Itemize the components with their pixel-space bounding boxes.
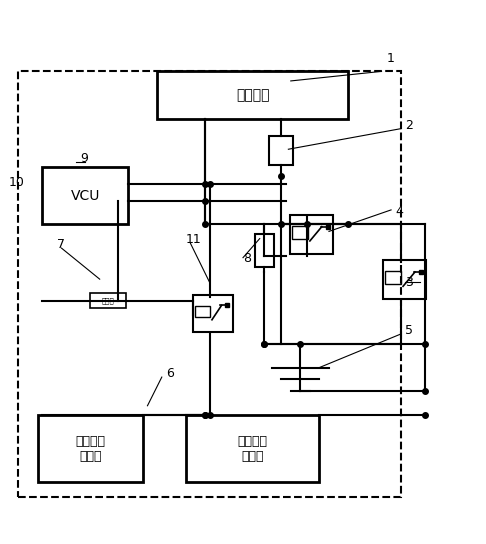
Bar: [382, 260, 426, 299]
Bar: [18, 71, 400, 497]
Bar: [186, 415, 319, 482]
Bar: [290, 215, 332, 254]
Text: 1: 1: [386, 52, 394, 65]
Text: 7: 7: [57, 238, 65, 251]
Bar: [42, 167, 128, 224]
Text: 9: 9: [81, 152, 88, 165]
Text: 动力电池: 动力电池: [236, 88, 269, 102]
Text: 5: 5: [405, 324, 414, 337]
Text: 4: 4: [396, 205, 404, 218]
Bar: [90, 294, 126, 308]
Text: 11: 11: [186, 233, 201, 246]
Bar: [269, 136, 293, 164]
Text: VCU: VCU: [70, 189, 100, 202]
Bar: [255, 234, 274, 267]
Text: 驱动电机
控制器: 驱动电机 控制器: [238, 435, 268, 463]
Text: 8: 8: [243, 252, 251, 265]
Bar: [37, 415, 143, 482]
Text: 6: 6: [167, 367, 174, 380]
Text: 2: 2: [405, 119, 413, 132]
Bar: [157, 71, 348, 119]
Bar: [195, 306, 210, 317]
Text: 上装电机
控制器: 上装电机 控制器: [75, 435, 105, 463]
Bar: [193, 295, 233, 332]
Text: 10: 10: [9, 176, 25, 189]
Bar: [385, 271, 401, 284]
Text: 3: 3: [405, 276, 413, 289]
Text: 熔断器: 熔断器: [102, 298, 114, 304]
Bar: [292, 226, 308, 239]
